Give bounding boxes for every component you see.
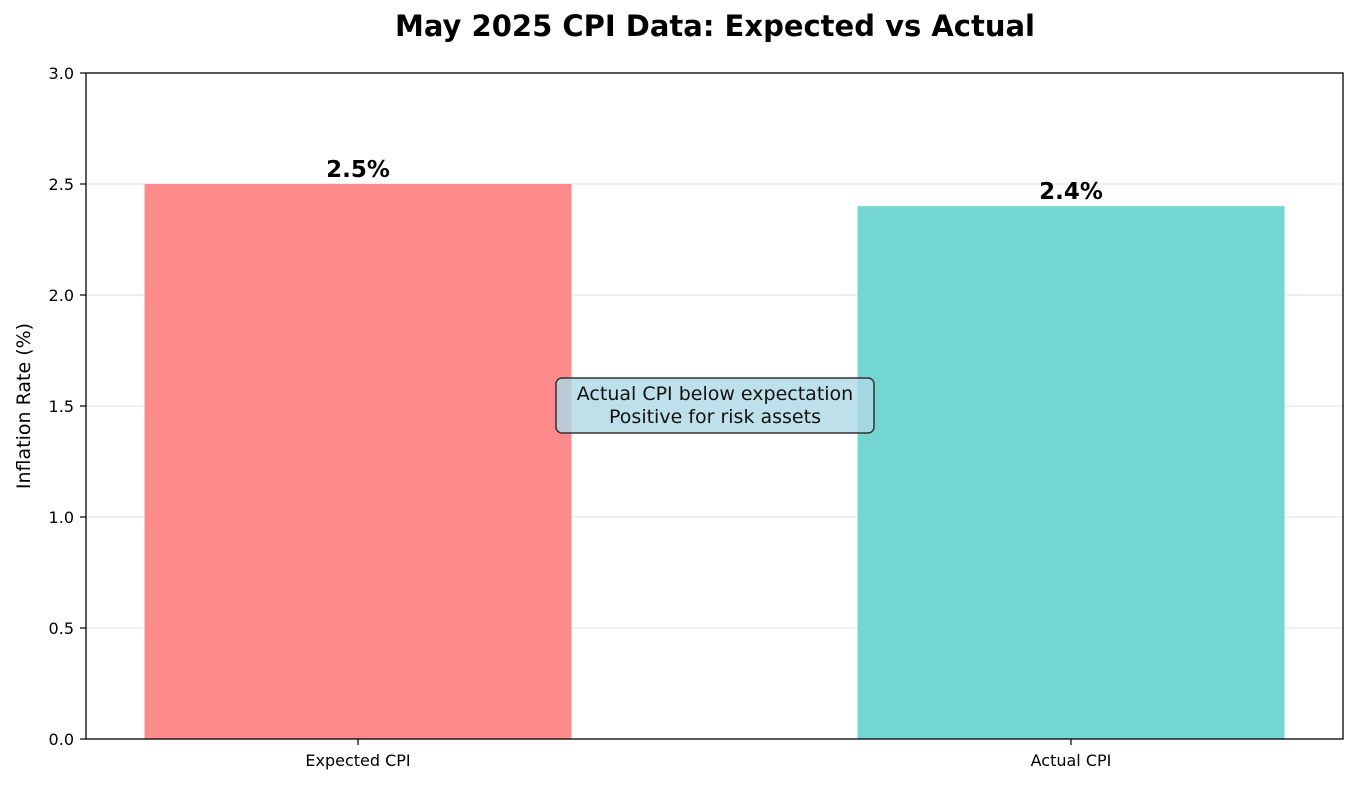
annotation-line-1: Actual CPI below expectation xyxy=(577,383,853,405)
annotation-line-2: Positive for risk assets xyxy=(609,406,821,428)
y-tick-label: 0.0 xyxy=(49,730,74,749)
bar-value-label: 2.5% xyxy=(326,157,390,183)
chart-title: May 2025 CPI Data: Expected vs Actual xyxy=(395,9,1035,43)
y-tick-label: 1.0 xyxy=(49,508,74,527)
y-tick-label: 0.5 xyxy=(49,619,74,638)
bar-value-label: 2.4% xyxy=(1039,179,1103,205)
y-axis-label: Inflation Rate (%) xyxy=(13,323,35,489)
x-tick-label: Actual CPI xyxy=(1031,751,1112,770)
value-labels: 2.5% 2.4% xyxy=(326,157,1103,205)
bar-actual-cpi xyxy=(857,206,1285,739)
annotation-box: Actual CPI below expectation Positive fo… xyxy=(555,377,875,434)
y-tick-label: 2.5 xyxy=(49,175,74,194)
y-axis-ticks: 0.0 0.5 1.0 1.5 2.0 2.5 3.0 xyxy=(49,64,86,749)
annotation-box-background xyxy=(555,377,875,434)
y-tick-label: 3.0 xyxy=(49,64,74,83)
bar-expected-cpi xyxy=(144,184,572,739)
x-axis-ticks: Expected CPI Actual CPI xyxy=(305,739,1111,770)
bars xyxy=(144,184,1285,739)
y-tick-label: 1.5 xyxy=(49,397,74,416)
x-tick-label: Expected CPI xyxy=(305,751,410,770)
y-tick-label: 2.0 xyxy=(49,286,74,305)
